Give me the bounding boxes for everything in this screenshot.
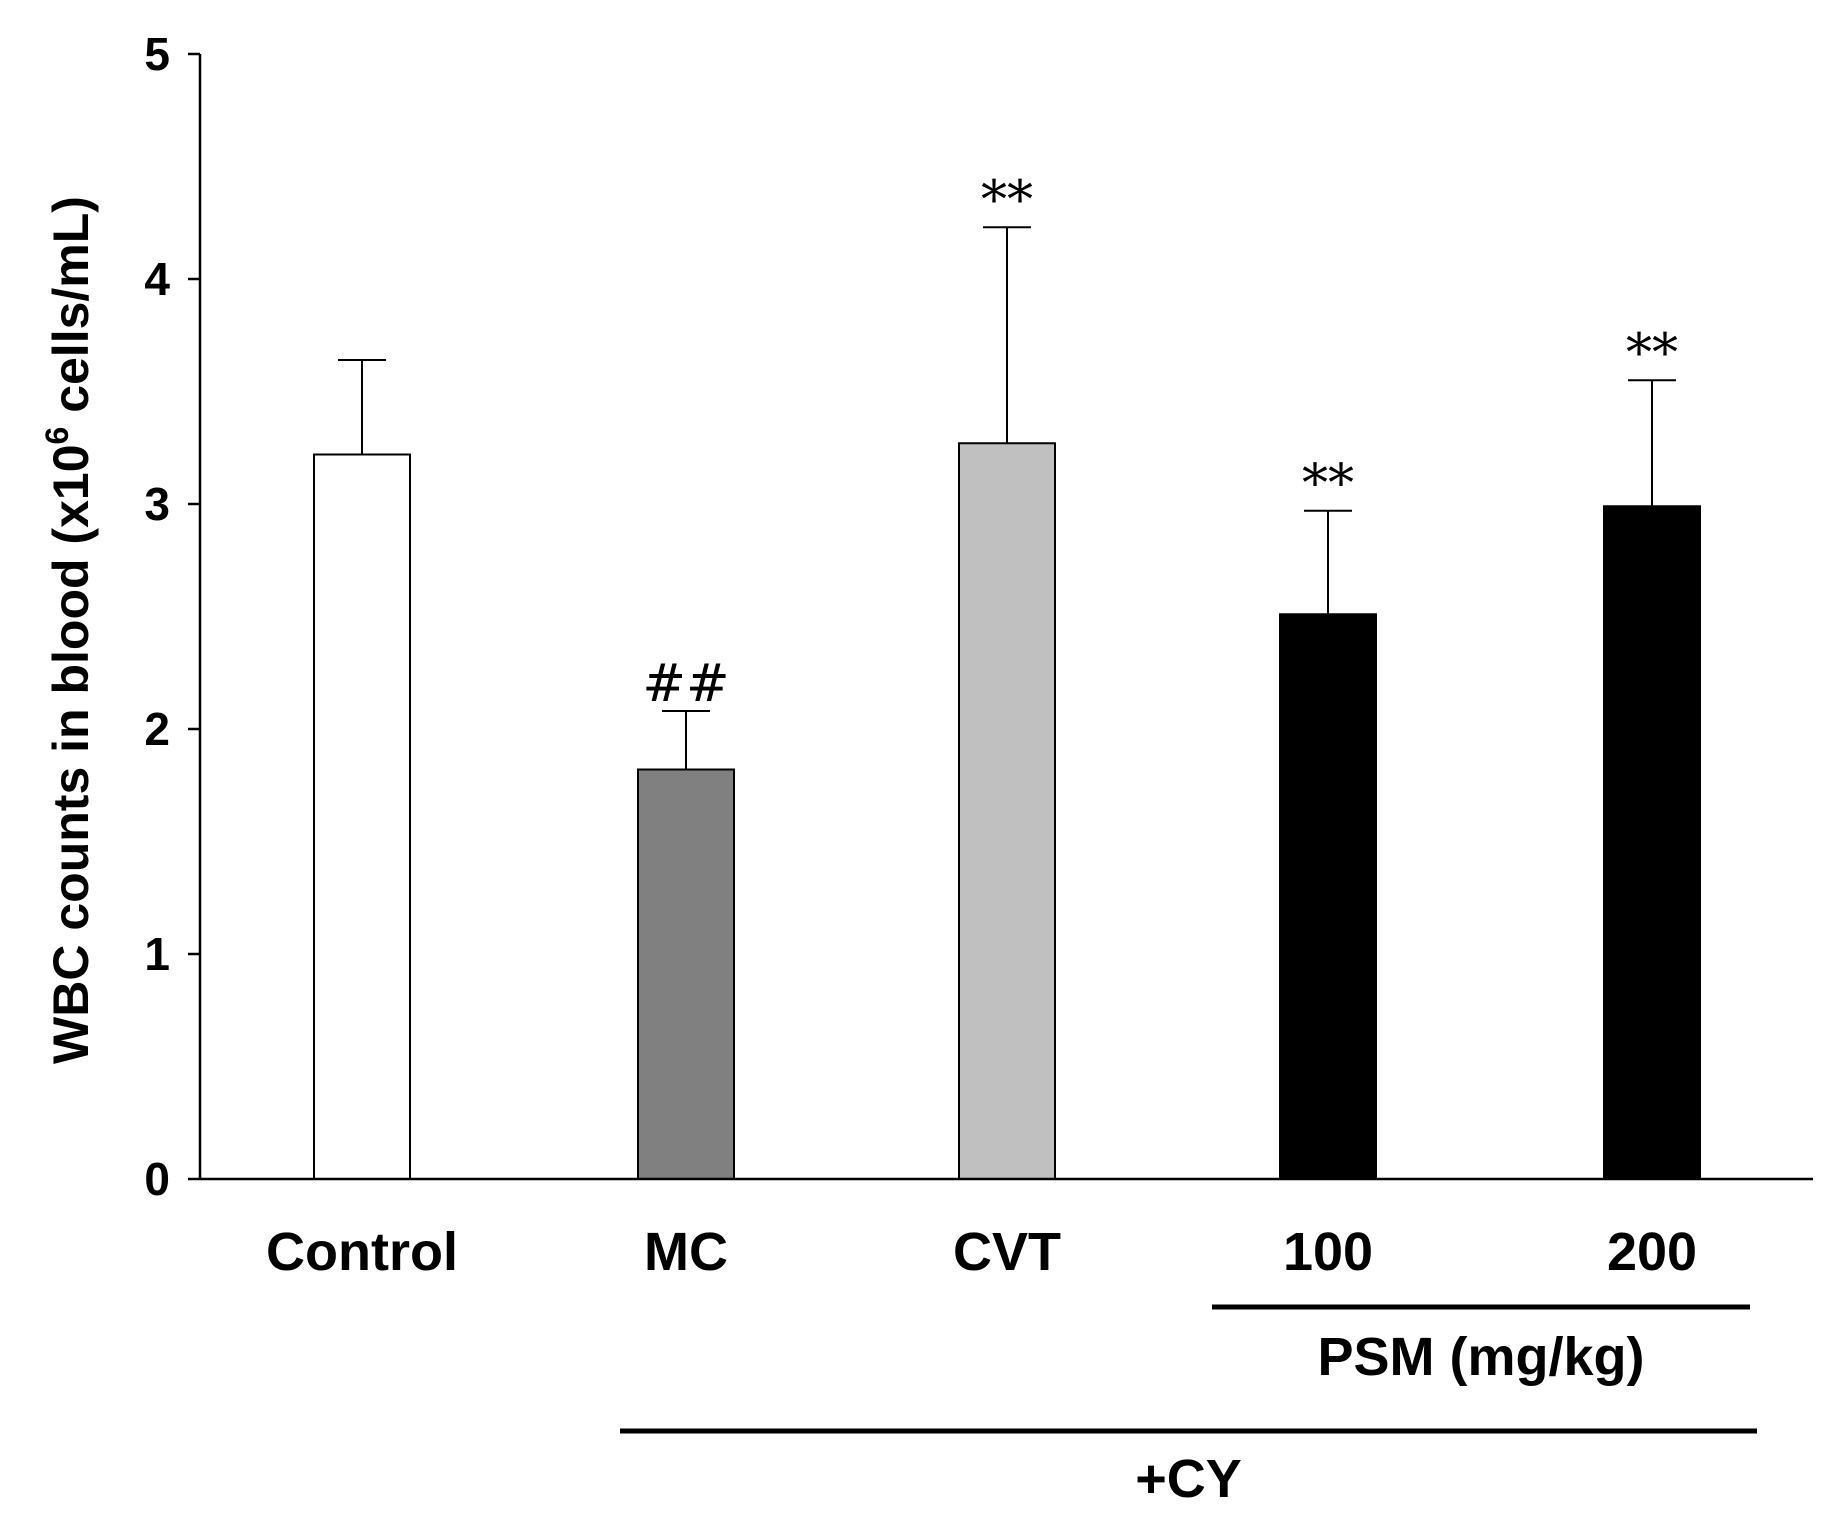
y-tick-label: 5 <box>144 28 170 80</box>
y-axis-label-suffix: cells/mL) <box>43 196 99 427</box>
y-tick-label: 1 <box>144 928 170 980</box>
y-axis-label-main: WBC counts in blood (x10 <box>43 445 99 1064</box>
bar <box>958 442 1056 1180</box>
significance-marker: ** <box>981 170 1033 230</box>
error-bars <box>338 226 1676 770</box>
bar <box>313 453 411 1180</box>
bar <box>1603 505 1701 1180</box>
significance-marker: ** <box>1302 454 1354 514</box>
group-bracket-label: +CY <box>1135 1449 1242 1509</box>
category-labels: Control MC CVT 100 200 <box>266 1222 1697 1282</box>
y-tick-label: 4 <box>144 253 170 305</box>
category-label: 200 <box>1607 1222 1697 1282</box>
group-bracket-label: PSM (mg/kg) <box>1317 1327 1644 1387</box>
y-axis-ticks: 0 1 2 3 4 5 <box>144 28 200 1205</box>
y-tick-label: 3 <box>144 478 170 530</box>
category-label: Control <box>266 1222 458 1282</box>
bars <box>313 442 1701 1180</box>
y-axis-label-superscript: 6 <box>39 427 75 445</box>
category-label: MC <box>644 1222 728 1282</box>
y-tick-label: 0 <box>144 1153 170 1205</box>
y-axis-label: WBC counts in blood (x106 cells/mL) <box>39 196 99 1064</box>
significance-marker: ## <box>642 654 729 714</box>
group-brackets: PSM (mg/kg) +CY <box>620 1304 1757 1509</box>
bar <box>1279 613 1377 1180</box>
y-tick-label: 2 <box>144 703 170 755</box>
significance-marker: ** <box>1626 323 1678 383</box>
significance-markers: ## ** ** ** <box>642 170 1678 714</box>
category-label: CVT <box>953 1222 1061 1282</box>
bar <box>637 768 735 1180</box>
category-label: 100 <box>1283 1222 1373 1282</box>
